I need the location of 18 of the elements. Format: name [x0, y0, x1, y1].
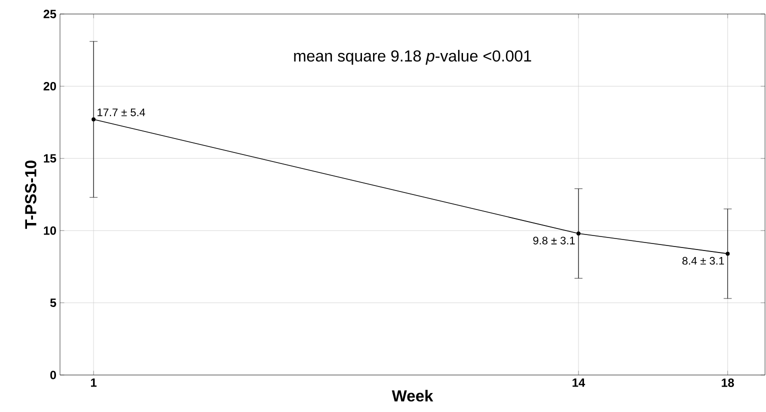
- y-tick-label: 15: [44, 154, 56, 163]
- data-label: 8.4 ± 3.1: [682, 256, 724, 265]
- y-tick-label: 5: [50, 298, 56, 307]
- y-tick-label: 10: [44, 226, 56, 235]
- data-label: 17.7 ± 5.4: [98, 108, 146, 116]
- point: [576, 231, 580, 236]
- data-label: 9.8 ± 3.1: [533, 236, 575, 244]
- y-tick-label: 25: [44, 10, 56, 18]
- y-tick-label: 20: [44, 82, 56, 90]
- point: [726, 252, 730, 256]
- y-axis-title: T-PSS-10: [25, 160, 36, 229]
- x-tick-label: 1: [90, 378, 97, 387]
- x-tick-label: 14: [572, 378, 586, 387]
- point: [92, 117, 96, 122]
- x-tick-label: 18: [722, 378, 734, 387]
- y-tick-label: 0: [50, 370, 56, 380]
- x-axis-title: Week: [392, 390, 434, 402]
- annotation: mean square 9.18 p-value <0.001: [294, 50, 532, 65]
